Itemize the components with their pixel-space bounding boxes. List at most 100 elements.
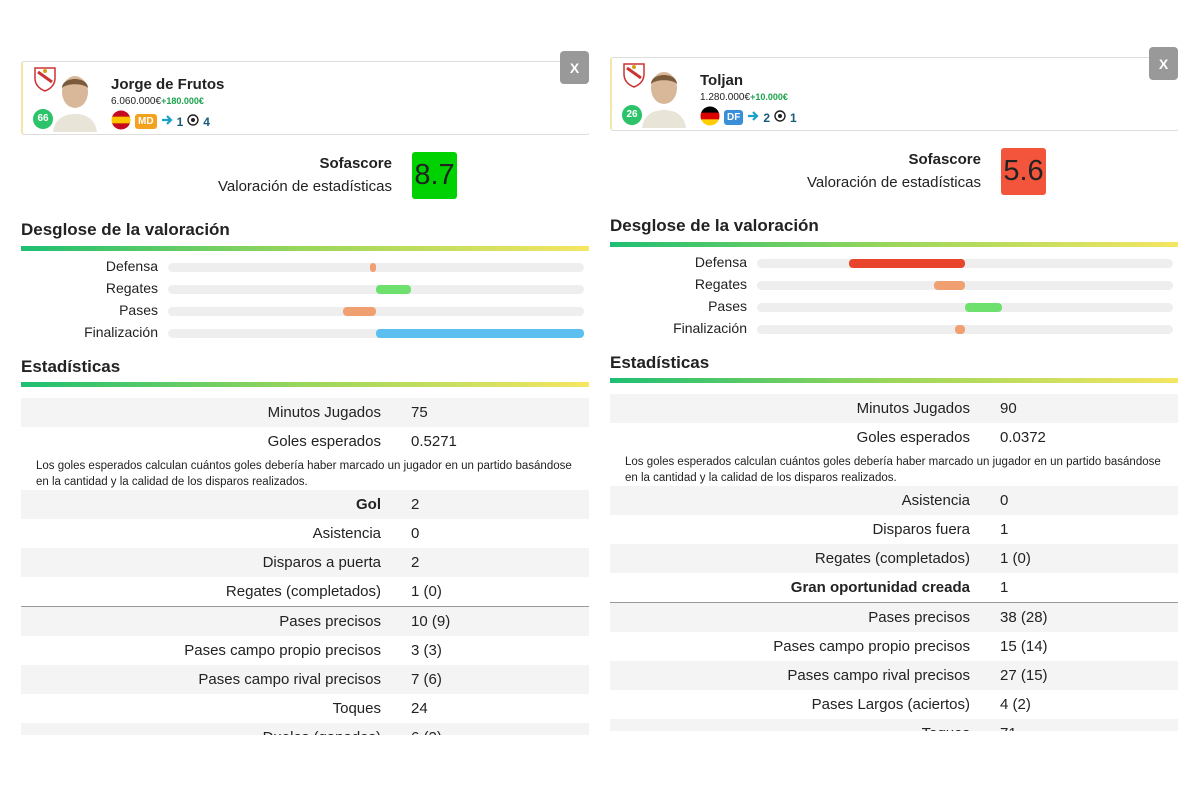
stat-value: 38 (28): [1000, 609, 1048, 626]
stat-label: Pases campo rival precisos: [198, 671, 381, 688]
club-crest: [33, 66, 57, 97]
stats-table: Minutos Jugados 90 Goles esperados 0.0372 Lo…: [610, 394, 1178, 731]
stat-label: Pases campo propio precisos: [184, 642, 381, 659]
stat-label: Duelos (ganados): [263, 729, 381, 735]
score-title: Sofascore: [319, 155, 392, 172]
arrow-icon: [161, 114, 173, 129]
section-header: Desglose de la valoración: [610, 216, 819, 235]
player-photo: [640, 64, 688, 133]
close-button[interactable]: X: [560, 51, 589, 84]
breakdown-label: Defensa: [105, 258, 158, 274]
score-box: 5.6: [1001, 148, 1046, 195]
stat-label: Pases campo rival precisos: [787, 667, 970, 684]
market-value-change: +180.000€: [161, 96, 204, 106]
breakdown-track: [168, 329, 584, 338]
arrow-icon: [747, 110, 759, 125]
ball-icon: [187, 114, 199, 129]
stat-row: Asistencia 0: [21, 519, 589, 548]
player-icons: MD 1 4: [111, 110, 210, 133]
player-card: 66 Jorge de Frutos 6.060.000€+180.000€ MD 1 4: [21, 61, 589, 135]
player-rating-badge: 26: [621, 104, 643, 126]
breakdown-label: Defensa: [694, 254, 747, 270]
breakdown-track: [168, 263, 584, 272]
breakdown-bar: [376, 285, 412, 294]
stat-row: Disparos a puerta 2: [21, 548, 589, 577]
stat-label: Disparos fuera: [872, 521, 970, 538]
stat-value: 6 (2): [411, 729, 442, 735]
breakdown-track: [757, 259, 1173, 268]
breakdown-bar: [342, 307, 376, 316]
stat-label: Regates (completados): [814, 550, 970, 567]
breakdown-track: [757, 325, 1173, 334]
score-subtitle: Valoración de estadísticas: [218, 178, 392, 195]
goals-count: 1: [790, 110, 797, 125]
flag: [700, 106, 720, 129]
player-panel: X 26 Toljan 1.280.000€+10.000€ DF 2 1 Sofascore…: [610, 47, 1178, 731]
breakdown-label: Regates: [694, 276, 747, 292]
ball-icon: [774, 110, 786, 125]
stats-table: Minutos Jugados 75 Goles esperados 0.5271 Lo…: [21, 398, 589, 735]
stat-label: Toques: [332, 700, 381, 717]
stat-value: 7 (6): [411, 671, 442, 688]
section-header: Desglose de la valoración: [21, 220, 230, 239]
stat-value: 1 (0): [1000, 550, 1031, 567]
stat-label: Gran oportunidad creada: [790, 579, 970, 596]
stat-value: 0.5271: [411, 433, 457, 450]
stat-row: Pases campo rival precisos 7 (6): [21, 665, 589, 694]
breakdown-label: Pases: [119, 302, 158, 318]
player-card: 26 Toljan 1.280.000€+10.000€ DF 2 1: [610, 57, 1178, 131]
section-underline: [610, 242, 1178, 247]
stat-row: Duelos (ganados) 6 (2): [21, 723, 589, 735]
player-name: Toljan: [700, 72, 744, 89]
market-value: 6.060.000€+180.000€: [111, 96, 204, 107]
assists-count: 2: [763, 110, 771, 125]
stat-label: Goles esperados: [856, 429, 970, 446]
stat-value: 10 (9): [411, 613, 451, 630]
position-badge: MD: [135, 114, 157, 129]
section-header: Estadísticas: [610, 353, 710, 372]
stat-row: Asistencia 0: [610, 486, 1178, 515]
section-header: Estadísticas: [21, 357, 121, 376]
stat-value: 3 (3): [411, 642, 442, 659]
stat-value: 1: [1000, 521, 1009, 538]
goals-count: 4: [203, 114, 210, 129]
player-name: Jorge de Frutos: [111, 76, 225, 93]
stat-row: Goles esperados 0.5271: [21, 427, 589, 456]
stat-label: Goles esperados: [267, 433, 381, 450]
stat-row: Minutos Jugados 75: [21, 398, 589, 427]
stat-label: Pases Largos (aciertos): [811, 696, 970, 713]
stat-label: Asistencia: [901, 492, 970, 509]
stat-row: Pases precisos 38 (28): [610, 603, 1178, 632]
stat-row: Goles esperados 0.0372: [610, 423, 1178, 452]
market-value-change: +10.000€: [750, 92, 788, 102]
breakdown-label: Finalización: [84, 324, 158, 340]
breakdown-track: [757, 303, 1173, 312]
stat-label: Asistencia: [312, 525, 381, 542]
breakdown-bar: [369, 263, 376, 272]
stat-value: 27 (15): [1000, 667, 1048, 684]
stat-row: Gol 2: [21, 490, 589, 519]
breakdown-track: [168, 285, 584, 294]
stat-value: 71: [1000, 725, 1017, 731]
group-separator: [610, 602, 1178, 603]
stat-row: Minutos Jugados 90: [610, 394, 1178, 423]
close-button[interactable]: X: [1149, 47, 1178, 80]
player-rating-badge: 66: [32, 108, 54, 130]
stat-value: 2: [411, 554, 420, 571]
stat-label: Toques: [922, 725, 970, 731]
stat-row: Toques 71: [610, 719, 1178, 731]
stat-value: 15 (14): [1000, 638, 1048, 655]
stat-value: 90: [1000, 400, 1017, 417]
stat-value: 24: [411, 700, 428, 717]
section-underline: [21, 382, 589, 387]
score-title: Sofascore: [908, 151, 981, 168]
stat-label: Pases precisos: [868, 609, 970, 626]
breakdown-label: Pases: [708, 298, 747, 314]
stat-value: 2: [411, 496, 420, 513]
breakdown-label: Regates: [105, 280, 158, 296]
stat-row: Pases campo rival precisos 27 (15): [610, 661, 1178, 690]
score-box: 8.7: [412, 152, 457, 199]
breakdown-bar: [965, 303, 1003, 312]
stat-row: Pases campo propio precisos 3 (3): [21, 636, 589, 665]
